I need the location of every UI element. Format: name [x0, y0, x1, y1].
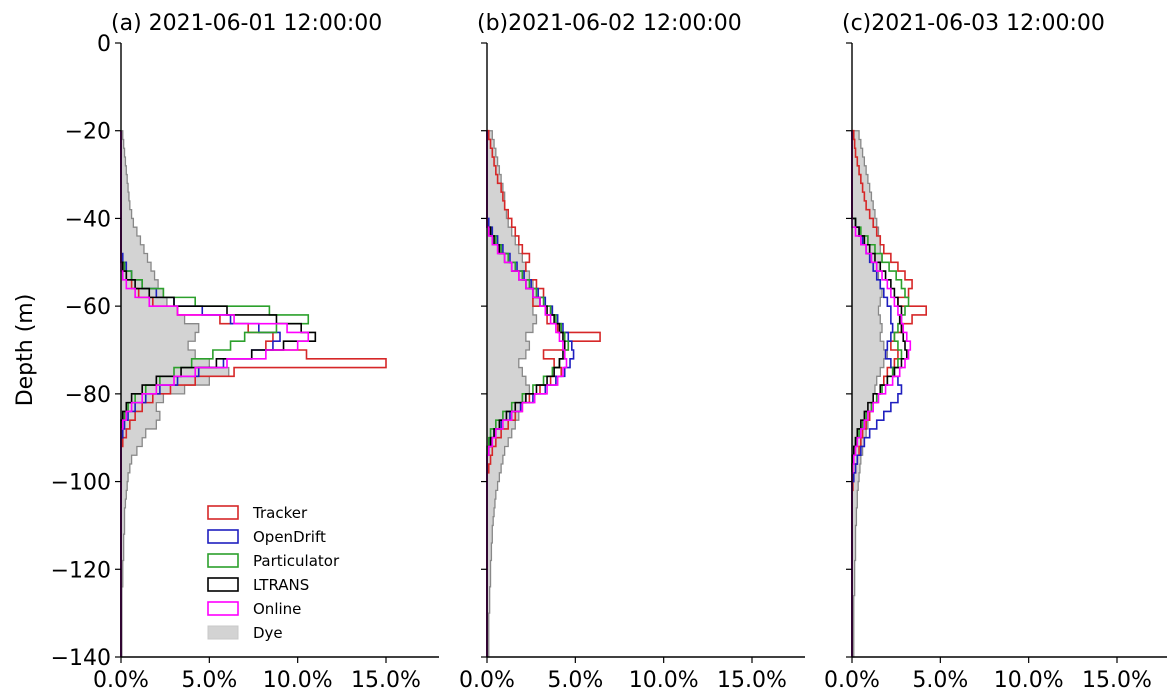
x-tick-label: 0.0% — [459, 668, 515, 693]
legend-label-opendrift: OpenDrift — [253, 528, 326, 546]
legend-swatch-tracker — [207, 505, 239, 520]
series-dye-fill — [486, 130, 541, 658]
legend-swatch-online — [207, 601, 239, 616]
y-tick-label: −100 — [51, 471, 111, 496]
panel-2: (b)2021-06-02 12:00:00 0.0% 5.0% 10.0% 15.0% — [459, 11, 805, 693]
x-tick-label: 5.0% — [181, 668, 237, 693]
y-tick-label: −80 — [65, 383, 111, 408]
y-tick-label: 0 — [97, 32, 111, 57]
legend-swatch-ltrans — [207, 577, 239, 592]
legend-swatch-particulator — [207, 553, 239, 568]
legend: Tracker OpenDrift Particulator LTRANS Online… — [207, 504, 340, 642]
x-tick-label: 15.0% — [717, 668, 787, 693]
x-tick-label: 5.0% — [547, 668, 603, 693]
y-tick-label: −140 — [51, 646, 111, 671]
panels-group: (a) 2021-06-01 12:00:00 0.0% 5.0% 10.0% 15.0… — [51, 11, 1167, 693]
panel-title: (a) 2021-06-01 12:00:00 — [111, 11, 382, 36]
x-tick-label: 5.0% — [912, 668, 968, 693]
legend-label-dye: Dye — [253, 624, 283, 642]
y-tick-label: −120 — [51, 558, 111, 583]
x-tick-label: 10.0% — [263, 668, 333, 693]
panel-title: (c)2021-06-03 12:00:00 — [842, 11, 1105, 36]
y-tick-label: −60 — [65, 295, 111, 320]
legend-label-online: Online — [253, 600, 301, 618]
x-tick-label: 10.0% — [994, 668, 1064, 693]
legend-swatch-opendrift — [207, 529, 239, 544]
legend-label-ltrans: LTRANS — [253, 576, 309, 594]
y-axis-label: Depth (m) — [13, 294, 38, 407]
legend-label-tracker: Tracker — [252, 504, 308, 522]
panel-3: (c)2021-06-03 12:00:00 0.0% 5.0% 10.0% 15.0% — [824, 11, 1167, 693]
y-tick-label: −40 — [65, 207, 111, 232]
panel-title: (b)2021-06-02 12:00:00 — [477, 11, 742, 36]
x-tick-label: 10.0% — [629, 668, 699, 693]
legend-label-particulator: Particulator — [253, 552, 340, 570]
panel-1: (a) 2021-06-01 12:00:00 0.0% 5.0% 10.0% 15.0… — [51, 11, 439, 693]
x-tick-label: 0.0% — [93, 668, 149, 693]
x-tick-label: 15.0% — [351, 668, 421, 693]
x-tick-label: 15.0% — [1082, 668, 1152, 693]
x-tick-label: 0.0% — [824, 668, 880, 693]
y-tick-label: −20 — [65, 120, 111, 145]
legend-swatch-dye — [207, 625, 239, 640]
